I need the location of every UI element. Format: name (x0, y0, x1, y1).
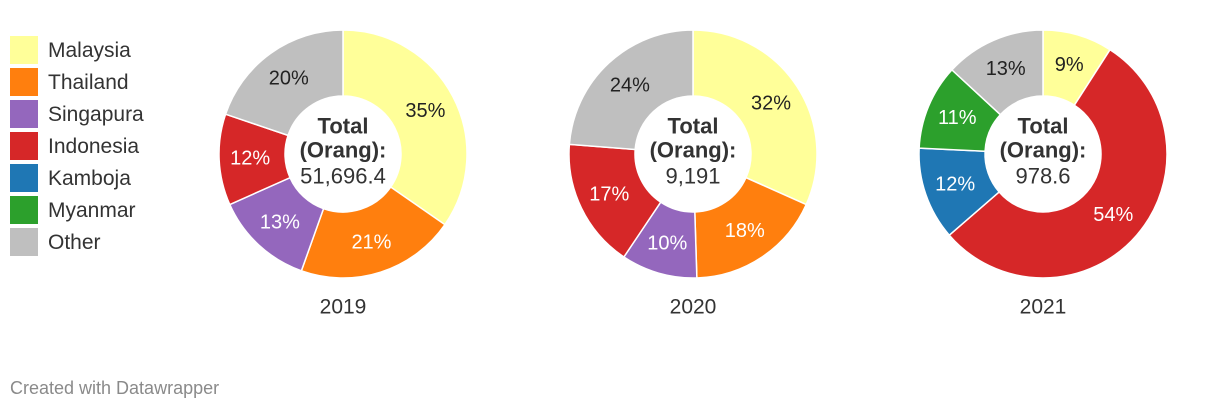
slice-other (568, 29, 694, 151)
legend-swatch (10, 36, 38, 64)
legend-item: Other (10, 226, 144, 258)
slice-label: 20% (269, 67, 309, 89)
chart-title: 2020 (670, 296, 717, 319)
legend-label: Thailand (48, 70, 129, 94)
footer-credit: Created with Datawrapper (10, 378, 220, 398)
slice-label: 11% (938, 107, 977, 129)
center-label: Total (668, 114, 719, 139)
legend-item: Singapura (10, 98, 144, 130)
legend-item: Malaysia (10, 34, 144, 66)
chart-title: 2021 (1020, 296, 1067, 319)
donut-charts: 35%21%13%12%20%Total(Orang):51,696.42019… (218, 29, 1168, 319)
chart-title: 2019 (320, 296, 367, 319)
slice-indonesia (568, 143, 662, 259)
legend-swatch (10, 132, 38, 160)
legend-label: Singapura (48, 102, 144, 126)
legend-swatch (10, 68, 38, 96)
slice-label: 10% (647, 232, 687, 254)
legend-swatch (10, 164, 38, 192)
legend-item: Myanmar (10, 194, 144, 226)
slice-label: 9% (1055, 54, 1084, 76)
center-value: 9,191 (665, 164, 720, 189)
donut-chart-2019: 35% 21% 13% 12% 20% Total(Orang):51,696.4 2019 (218, 29, 468, 319)
slice-label: 54% (1093, 204, 1133, 226)
donut-chart-2020: 32% 18% 10% 17% 24% Total(Orang):9,191 2020 (568, 29, 818, 319)
center-label: (Orang): (300, 138, 387, 163)
center-label: Total (1018, 114, 1069, 139)
legend-swatch (10, 196, 38, 224)
slice-label: 18% (725, 220, 765, 242)
legend: Malaysia Thailand Singapura Indonesia Kamboj… (10, 34, 144, 258)
slice-malaysia (342, 29, 468, 226)
slice-thailand (300, 186, 446, 279)
center-label: Total (318, 114, 369, 139)
slice-indonesia (948, 48, 1168, 279)
slice-other (950, 29, 1044, 116)
legend-item: Thailand (10, 66, 144, 98)
slice-label: 24% (610, 75, 650, 97)
center-value: 978.6 (1015, 164, 1070, 189)
legend-item: Kamboja (10, 162, 144, 194)
legend-swatch (10, 228, 38, 256)
legend-label: Kamboja (48, 166, 131, 190)
slice-label: 12% (230, 147, 270, 169)
legend-label: Indonesia (48, 134, 140, 158)
legend-label: Myanmar (48, 198, 136, 222)
center-value: 51,696.4 (300, 164, 386, 189)
slice-label: 21% (351, 232, 391, 254)
center-label: (Orang): (650, 138, 737, 163)
slice-label: 35% (405, 100, 445, 122)
legend-swatch (10, 100, 38, 128)
legend-label: Malaysia (48, 38, 131, 62)
slice-label: 13% (986, 58, 1026, 80)
donut-chart-2021: 9% 54% 12% 11% 13% Total(Orang):978.6 2021 (918, 29, 1168, 319)
slice-other (224, 29, 344, 137)
slice-label: 13% (260, 211, 300, 233)
legend-label: Other (48, 230, 101, 254)
slice-label: 32% (751, 92, 791, 114)
center-label: (Orang): (1000, 138, 1087, 163)
slice-malaysia (692, 29, 818, 206)
legend-item: Indonesia (10, 130, 144, 162)
slice-label: 12% (935, 173, 975, 195)
slice-label: 17% (589, 184, 629, 206)
